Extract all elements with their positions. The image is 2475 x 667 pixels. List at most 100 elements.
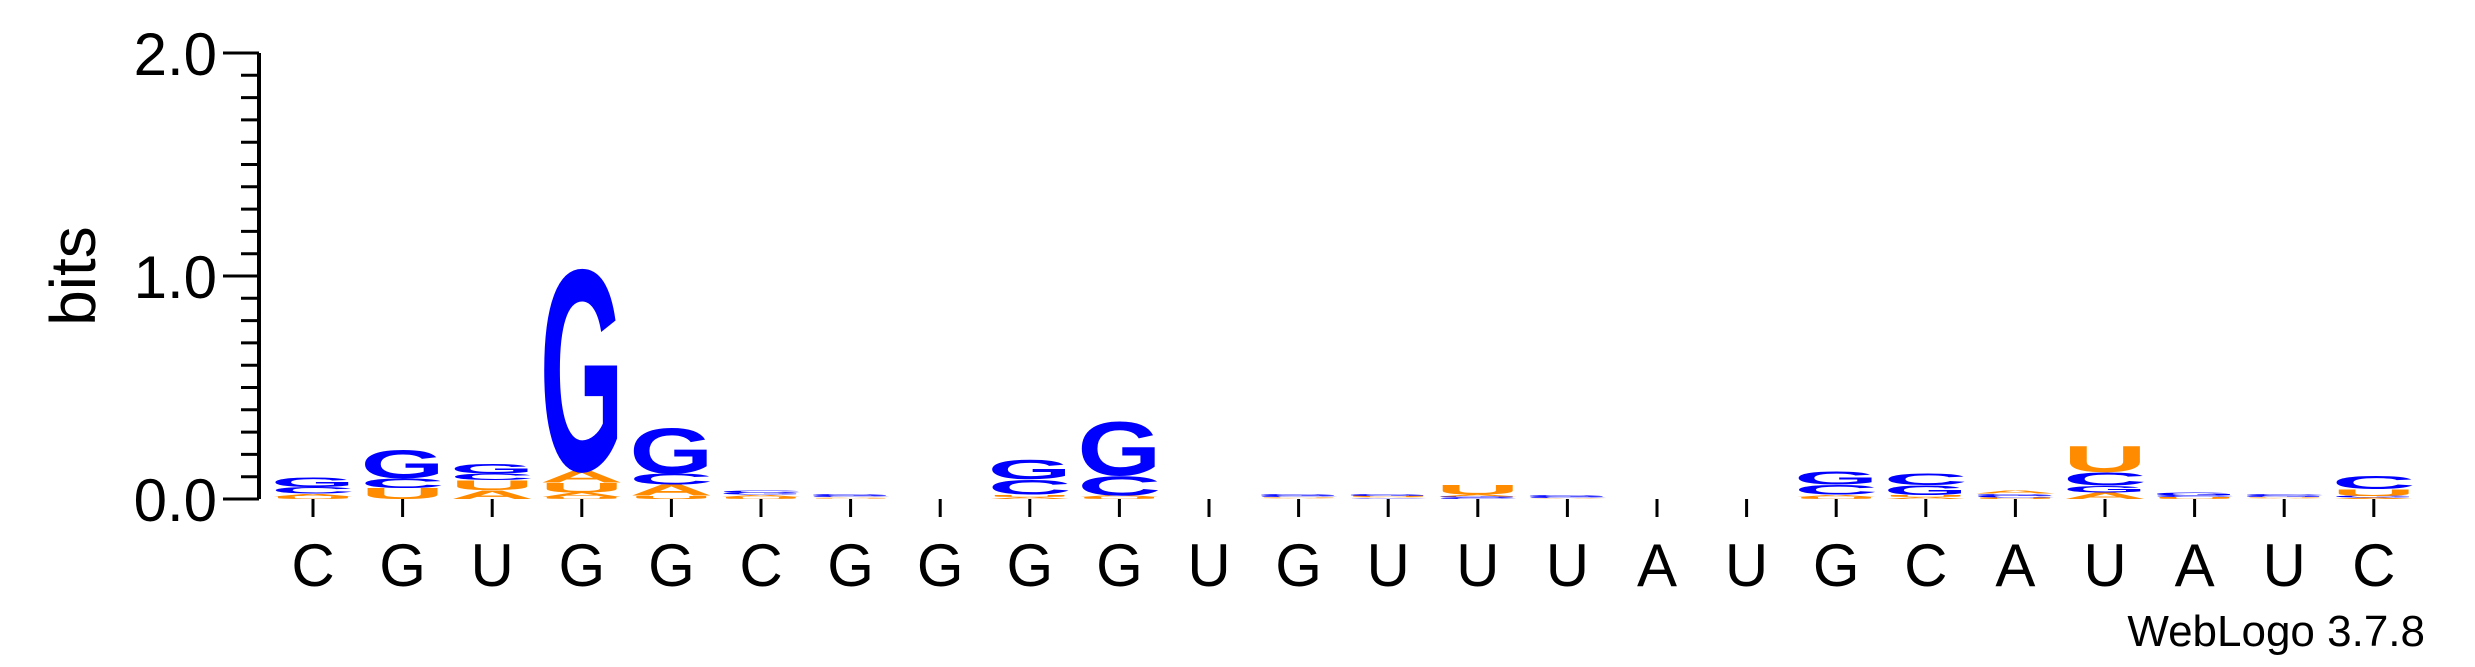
y-tick-label: 2.0 [134,21,217,88]
glyph-C: C [1794,482,1878,498]
glyph-C: C [1257,496,1341,498]
glyph-U: U [1257,497,1341,498]
x-tick-label: G [379,532,426,599]
x-tick-label: C [291,532,334,599]
x-tick-label: G [827,532,874,599]
glyph-G: G [1077,405,1161,492]
glyph-G: G [719,492,803,495]
glyph-G: G [1794,468,1878,489]
glyph-A: A [2242,498,2326,499]
glyph-U: U [1346,496,1430,498]
glyph-G: G [2242,496,2326,498]
glyph-A: A [540,467,624,486]
x-tick-label: G [1813,532,1860,599]
glyph-U: U [629,495,713,500]
y-axis-label: bits [37,226,109,326]
glyph-A: A [1346,497,1430,498]
glyph-A: A [540,491,624,498]
glyph-A: A [2332,497,2416,499]
x-tick-label: G [1006,532,1053,599]
glyph-U: U [1973,497,2057,499]
glyph-U: U [1794,496,1878,499]
glyph-C: C [2063,469,2147,490]
glyph-A: A [719,494,803,497]
glyph-A: A [629,482,713,499]
glyph-U: U [540,496,624,499]
weblogo-version-label: WebLogo 3.7.8 [2127,607,2425,656]
glyph-G: G [2063,484,2147,494]
glyph-U: U [1884,494,1968,497]
glyph-G: G [629,414,713,487]
glyph-G: G [1973,493,2057,496]
glyph-G: G [1257,494,1341,497]
glyph-G: G [1436,496,1520,498]
x-tick-label: G [1275,532,1322,599]
x-tick-label: G [648,532,695,599]
glyph-C: C [1346,498,1430,499]
glyph-U: U [540,480,624,496]
glyph-U: U [361,485,445,502]
glyph-C: C [2242,494,2326,497]
x-tick-label: C [1904,532,1947,599]
x-tick-label: U [1546,532,1589,599]
x-tick-label: U [2083,532,2126,599]
glyph-A: A [1525,498,1609,499]
glyph-G: G [1525,494,1609,497]
glyph-U: U [1436,482,1520,498]
x-tick-label: A [1995,532,2035,599]
x-tick-label: G [558,532,605,599]
glyph-A: A [1794,494,1878,497]
glyph-A: A [271,493,355,497]
glyph-G: G [540,210,624,532]
glyph-G: G [809,494,893,497]
glyph-C: C [809,496,893,498]
glyph-U: U [2242,497,2326,498]
glyph-C: C [988,475,1072,499]
glyph-A: A [809,497,893,498]
x-tick-label: U [471,532,514,599]
glyph-U: U [809,498,893,499]
x-tick-label: A [1637,532,1677,599]
glyph-G: G [450,461,534,477]
glyph-U: U [271,496,355,500]
glyph-A: A [2063,491,2147,501]
glyph-A: A [1257,498,1341,499]
glyph-G: G [271,474,355,490]
x-tick-label: U [1456,532,1499,599]
y-tick-label: 0.0 [134,467,217,534]
y-tick-label: 1.0 [134,244,217,311]
glyph-A: A [1436,494,1520,497]
x-tick-label: C [2352,532,2395,599]
glyph-C: C [1884,470,1968,489]
x-tick-label: G [1096,532,1143,599]
x-tick-label: G [917,532,964,599]
glyph-G: G [361,442,445,487]
glyph-C: C [450,472,534,482]
glyph-U: U [1077,497,1161,500]
glyph-G: G [2332,495,2416,498]
glyph-C: C [1077,470,1161,501]
glyph-C: C [2153,495,2237,498]
glyph-C: C [271,485,355,495]
glyph-A: A [450,488,534,502]
glyph-C: C [719,489,803,493]
glyph-C: C [1525,496,1609,498]
y-ticks: 0.0 1.0 2.0 [134,21,259,534]
x-tick-label: C [739,532,782,599]
x-tick-label: U [1725,532,1768,599]
x-tick-label: U [2263,532,2306,599]
glyph-A: A [1077,495,1161,498]
glyph-U: U [2332,488,2416,498]
glyph-C: C [629,471,713,488]
glyph-U: U [988,494,1072,497]
glyph-C: C [1436,497,1520,499]
glyph-A: A [1884,497,1968,500]
glyph-G: G [1346,494,1430,497]
glyph-U: U [719,496,803,499]
glyph-G: G [2153,491,2237,496]
glyph-C: C [2332,472,2416,493]
glyph-C: C [1973,495,2057,498]
